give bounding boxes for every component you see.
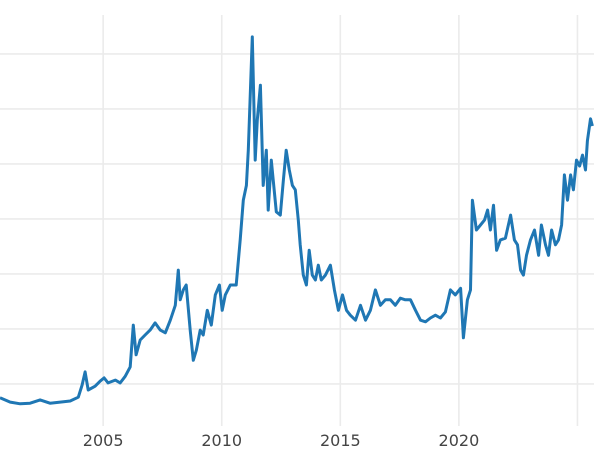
x-tick-label: 2015	[320, 431, 361, 450]
x-tick-label: 2020	[439, 431, 480, 450]
x-axis-tick-labels: 2005 2010 2015 2020	[83, 431, 479, 450]
x-tick-label: 2010	[201, 431, 242, 450]
series-line	[0, 35, 594, 406]
horizontal-gridlines	[0, 53, 594, 385]
x-tick-label: 2005	[83, 431, 124, 450]
vertical-gridlines	[102, 15, 579, 426]
